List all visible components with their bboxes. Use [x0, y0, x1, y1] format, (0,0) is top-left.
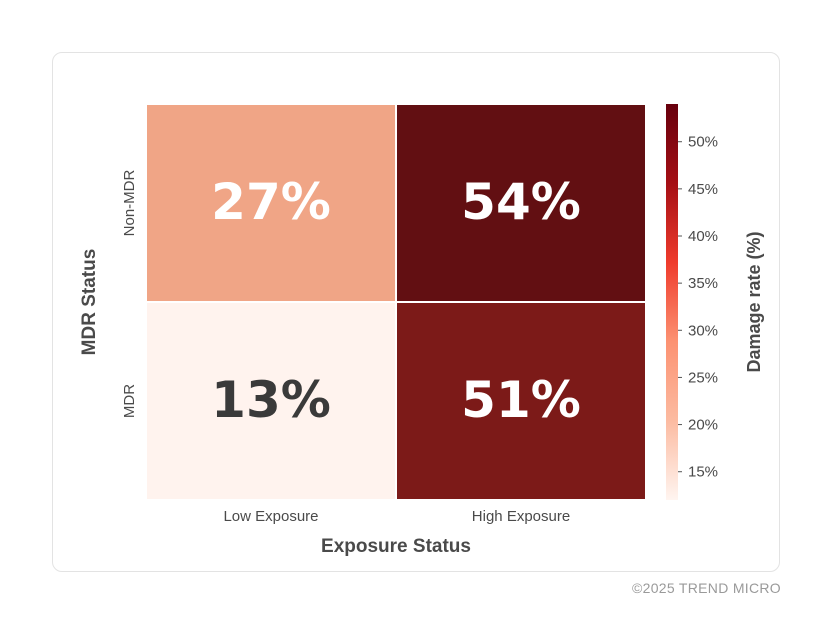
colorbar-tick-label: 50%: [688, 134, 718, 151]
cell-value-label: 54%: [461, 173, 581, 231]
heatmap-cell: [395, 301, 647, 501]
cell-value-label: 51%: [461, 371, 581, 429]
y-tick-label: Non-MDR: [121, 170, 138, 237]
heatmap-cell: [145, 301, 397, 501]
colorbar-tick-label: 15%: [688, 464, 718, 481]
copyright-footer: ©2025 TREND MICRO: [632, 580, 781, 596]
colorbar-tick-label: 45%: [688, 181, 718, 198]
colorbar-tick-label: 25%: [688, 369, 718, 386]
x-tick-label: High Exposure: [472, 508, 570, 525]
cell-value-label: 13%: [211, 371, 331, 429]
colorbar-tick-label: 30%: [688, 322, 718, 339]
colorbar-tick-label: 35%: [688, 275, 718, 292]
colorbar-title: Damage rate (%): [744, 231, 764, 372]
colorbar: [666, 104, 678, 500]
y-tick-label: MDR: [121, 384, 138, 418]
x-tick-label: Low Exposure: [223, 508, 318, 525]
x-axis-title: Exposure Status: [321, 536, 471, 557]
colorbar-tick-label: 20%: [688, 417, 718, 434]
heatmap-cell: [145, 103, 397, 303]
heatmap-cell: [395, 103, 647, 303]
cell-value-label: 27%: [211, 173, 331, 231]
colorbar-tick-label: 40%: [688, 228, 718, 245]
y-axis-title: MDR Status: [79, 249, 100, 356]
